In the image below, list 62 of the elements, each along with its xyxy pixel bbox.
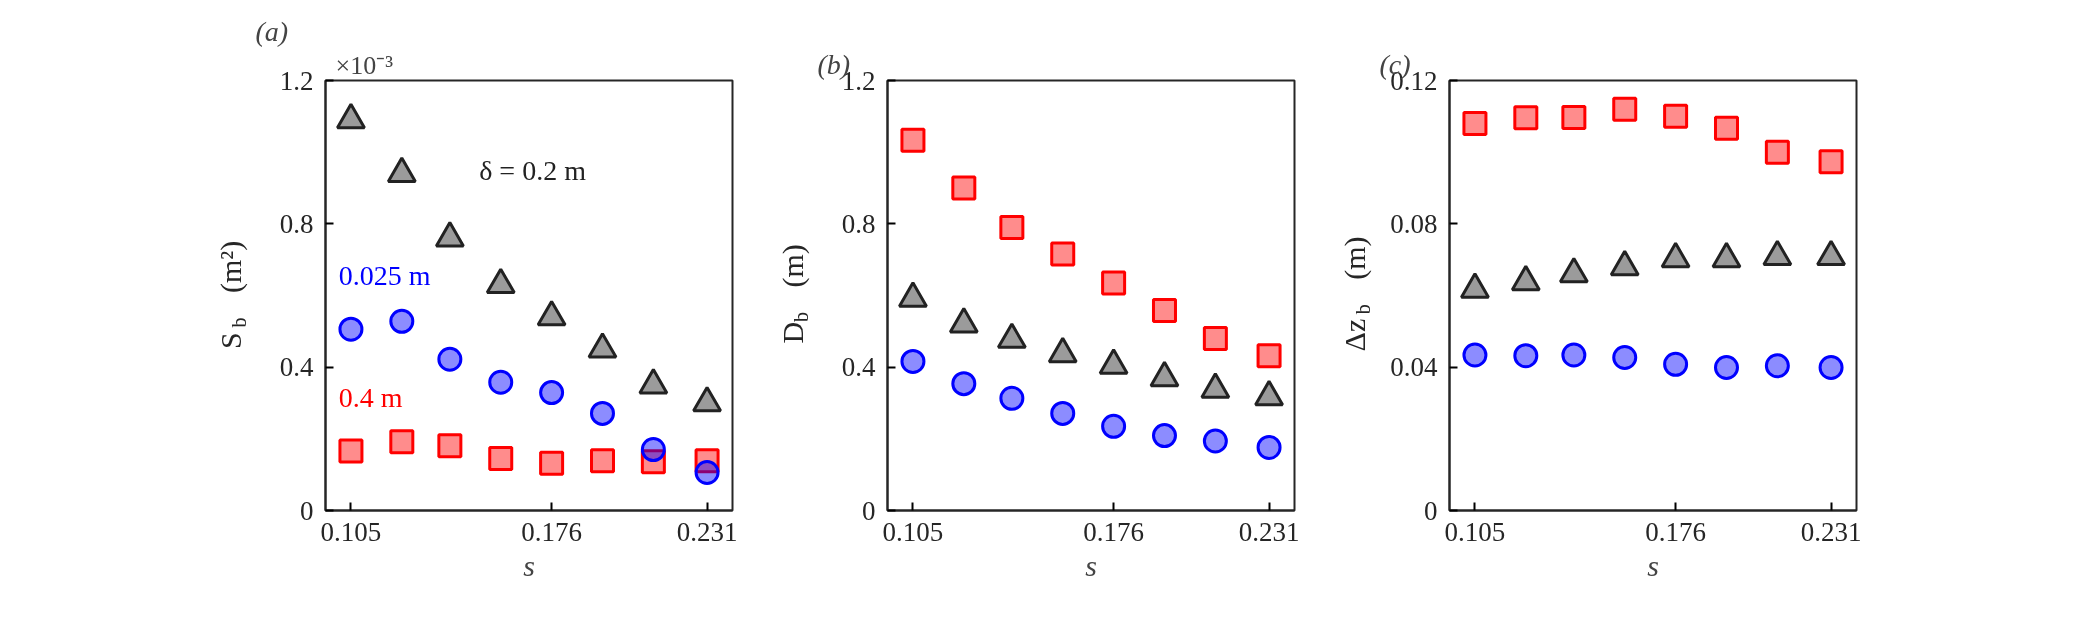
point bbox=[951, 175, 977, 201]
point bbox=[1713, 115, 1739, 141]
point bbox=[1101, 413, 1127, 439]
x-axis-title: s bbox=[523, 548, 535, 582]
point bbox=[900, 348, 926, 374]
point bbox=[1050, 241, 1076, 267]
y-tick-label: 0 bbox=[862, 495, 876, 526]
point bbox=[1513, 343, 1539, 369]
point bbox=[1256, 434, 1282, 460]
x-tick-label: 0.105 bbox=[882, 516, 944, 547]
point bbox=[1462, 342, 1488, 368]
point bbox=[951, 371, 977, 397]
x-tick-label: 0.176 bbox=[1083, 516, 1144, 547]
point bbox=[900, 127, 926, 153]
text: Sb (m²) bbox=[214, 240, 250, 349]
point bbox=[1764, 353, 1790, 379]
point bbox=[1151, 298, 1177, 324]
chart-title: (a) bbox=[255, 15, 289, 47]
point bbox=[1101, 270, 1127, 296]
x-tick-label: 0.231 bbox=[676, 516, 738, 547]
point bbox=[1663, 351, 1689, 377]
point bbox=[1202, 326, 1228, 351]
y-tick-label: 0.4 bbox=[279, 352, 314, 383]
x-axis-title: s bbox=[1647, 548, 1659, 582]
y-tick-label: 0 bbox=[300, 495, 314, 526]
point bbox=[1612, 345, 1638, 370]
point bbox=[1561, 104, 1587, 130]
y-tick-label: 0.04 bbox=[1390, 352, 1438, 383]
point bbox=[1561, 342, 1587, 368]
text: ×10⁻³ bbox=[335, 50, 394, 80]
text: Db (m) bbox=[776, 244, 812, 344]
y-tick-label: 1.2 bbox=[279, 65, 314, 96]
point bbox=[999, 385, 1025, 411]
point bbox=[1663, 103, 1689, 129]
series-label: 0.025 m bbox=[338, 260, 431, 292]
y-tick-label: 0.4 bbox=[841, 352, 876, 383]
y-tick-label: 0.08 bbox=[1390, 208, 1438, 239]
series-label: δ = 0.2 m bbox=[479, 154, 587, 186]
point bbox=[1513, 105, 1539, 131]
x-tick-label: 0.176 bbox=[1645, 516, 1706, 547]
point bbox=[1202, 428, 1228, 454]
series-label: 0.4 m bbox=[338, 382, 403, 414]
x-axis-title: s bbox=[1085, 548, 1097, 582]
point bbox=[999, 214, 1025, 240]
point bbox=[1151, 423, 1177, 449]
x-tick-label: 0.231 bbox=[1238, 516, 1300, 547]
x-tick-label: 0.105 bbox=[320, 516, 382, 547]
x-tick-label: 0.105 bbox=[1444, 516, 1506, 547]
y-tick-label: 0.8 bbox=[841, 208, 876, 239]
point bbox=[1713, 355, 1739, 380]
point bbox=[1050, 400, 1076, 426]
point bbox=[1764, 139, 1790, 165]
point bbox=[1818, 355, 1844, 380]
x-tick-label: 0.176 bbox=[521, 516, 582, 547]
x-tick-label: 0.231 bbox=[1800, 516, 1862, 547]
point bbox=[1612, 96, 1638, 122]
text: Δzb (m) bbox=[1338, 236, 1374, 352]
point bbox=[1256, 343, 1282, 369]
y-tick-label: 0 bbox=[1424, 495, 1438, 526]
y-tick-label: 0.8 bbox=[279, 208, 314, 239]
point bbox=[1818, 149, 1844, 175]
point bbox=[1462, 111, 1488, 136]
